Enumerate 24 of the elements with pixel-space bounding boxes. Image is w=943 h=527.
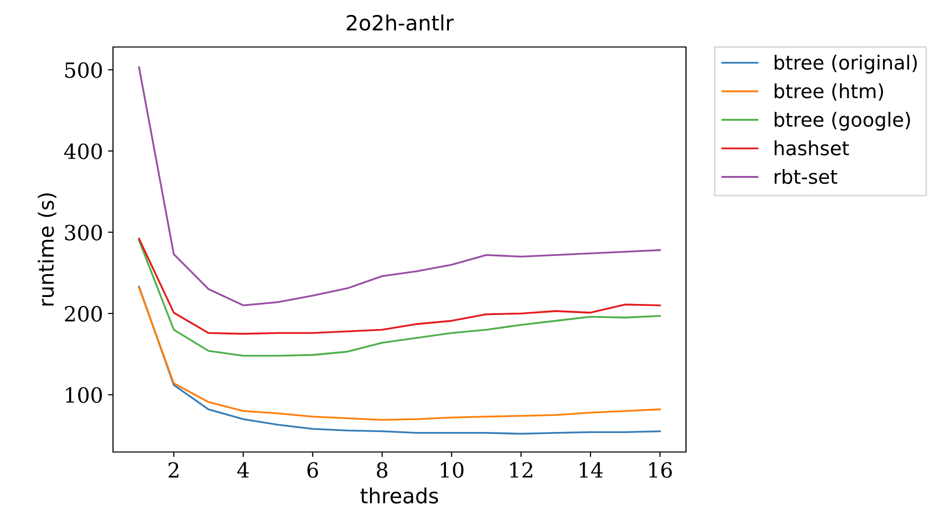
y-axis-title: runtime (s)	[38, 193, 56, 306]
x-tick-label: 6	[307, 462, 318, 478]
y-tick-label: 500	[65, 62, 102, 78]
y-tick-label: 100	[66, 387, 102, 403]
x-tick-label: 8	[376, 462, 388, 478]
x-tick-label: 4	[237, 462, 249, 478]
line-series	[138, 239, 661, 357]
x-tick-label: 10	[440, 462, 464, 478]
x-tick-label: 12	[510, 462, 532, 478]
y-tick-label: 300	[65, 224, 102, 240]
x-tick-label: 14	[580, 462, 603, 478]
legend-label: hashset	[774, 140, 849, 156]
line-series	[138, 238, 661, 335]
x-axis-title: threads	[360, 487, 438, 504]
y-tick-label: 400	[64, 143, 102, 160]
y-tick-label: 200	[64, 306, 102, 322]
x-tick-label: 2	[168, 462, 178, 478]
legend-label: btree (htm)	[774, 83, 884, 101]
chart-title: 2o2h-antlr	[346, 14, 454, 31]
x-tick-label: 16	[649, 462, 672, 478]
legend-label: btree (google)	[774, 112, 910, 131]
legend-label: rbt-set	[774, 168, 838, 184]
legend-label: btree (original)	[774, 54, 917, 74]
line-series	[138, 66, 661, 306]
